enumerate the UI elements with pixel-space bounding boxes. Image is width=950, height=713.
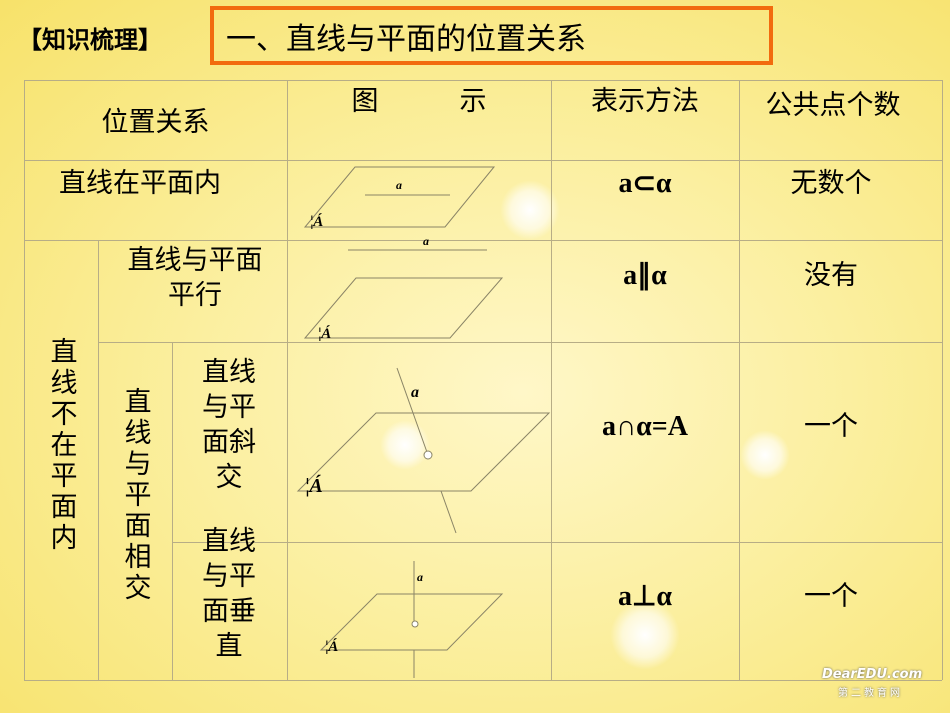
row-in-plane-notation: a⊂α — [618, 167, 672, 199]
row-parallel-label: 直线与平面平行 — [127, 244, 263, 311]
decor-bubble — [500, 180, 560, 240]
header-relation: 位置关系 — [101, 106, 210, 138]
table-divider — [24, 160, 942, 161]
row-parallel-notation: a∥α — [623, 259, 667, 291]
watermark-logo: DearEDU.com — [822, 667, 923, 682]
label-a: a — [411, 384, 419, 401]
row-perpendicular-label: 直线与平面垂直 — [202, 525, 256, 663]
row-in-plane-points: 无数个 — [790, 168, 872, 200]
slide-title: 一、直线与平面的位置关系 — [210, 6, 773, 65]
label-plane: ¦Á — [325, 638, 338, 655]
table-border — [942, 80, 943, 680]
label-a: a — [417, 570, 423, 584]
table-divider — [287, 80, 288, 680]
table-divider — [739, 80, 740, 680]
plane-in-plane — [303, 166, 496, 228]
plane-parallel — [303, 277, 504, 339]
label-plane: ¦Á — [310, 213, 323, 230]
header-common-points: 公共点个数 — [765, 90, 901, 122]
decor-bubble — [610, 600, 680, 670]
header-diagram: 图 示 — [351, 86, 487, 118]
line-oblique-below — [440, 490, 457, 534]
watermark-sub: 第二教育网 — [838, 688, 903, 699]
plane-perpendicular — [319, 593, 504, 651]
table-divider — [98, 240, 99, 680]
table-border — [24, 80, 25, 680]
table-border — [24, 80, 942, 81]
label-plane: ¦Á — [318, 325, 331, 342]
row-perpendicular-notation: a⊥α — [617, 580, 673, 612]
row-oblique-points: 一个 — [804, 411, 858, 443]
foot-point — [411, 620, 419, 628]
header-notation: 表示方法 — [591, 86, 699, 118]
table-divider — [551, 80, 552, 680]
row-parallel-points: 没有 — [804, 260, 858, 292]
row-perpendicular-points: 一个 — [804, 581, 858, 613]
table-divider — [98, 342, 942, 343]
intersection-point — [423, 450, 433, 460]
line-oblique — [396, 367, 429, 456]
row-in-plane-label: 直线在平面内 — [59, 168, 221, 200]
row-oblique-notation: a∩α=A — [602, 410, 688, 442]
label-a: a — [396, 178, 402, 192]
table-divider — [24, 240, 942, 241]
table-divider — [172, 342, 173, 680]
table-divider — [172, 542, 942, 543]
row-oblique-label: 直线与平面斜交 — [202, 356, 256, 494]
section-tag: 【知识梳理】 — [18, 26, 162, 54]
label-plane: ¦Á — [305, 474, 323, 497]
group-intersect: 直线与平面相交 — [119, 386, 151, 604]
decor-bubble — [380, 420, 430, 470]
decor-bubble — [740, 430, 790, 480]
table-border — [24, 680, 942, 681]
label-a: a — [423, 234, 429, 248]
group-not-in-plane: 直线不在平面内 — [45, 336, 77, 554]
plane-oblique — [296, 412, 551, 492]
